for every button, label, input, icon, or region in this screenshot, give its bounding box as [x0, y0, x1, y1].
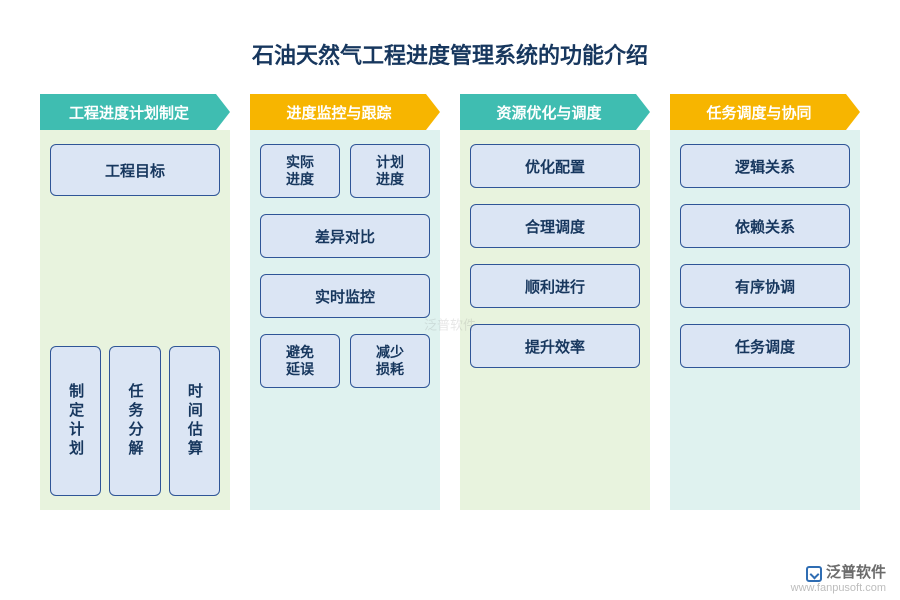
- watermark: 泛普软件 www.fanpusoft.com: [791, 565, 886, 594]
- column-header-arrow: 工程进度计划制定: [40, 94, 230, 130]
- feature-box: 有序协调: [680, 264, 850, 308]
- page-title: 石油天然气工程进度管理系统的功能介绍: [0, 0, 900, 94]
- column-panel: 逻辑关系依赖关系有序协调任务调度: [670, 130, 860, 510]
- column-col2: 进度监控与跟踪实际进度计划进度差异对比实时监控避免延误减少损耗: [250, 94, 440, 510]
- spacer: [50, 212, 220, 330]
- feature-box: 逻辑关系: [680, 144, 850, 188]
- feature-box: 差异对比: [260, 214, 430, 258]
- row-split: 避免延误减少损耗: [260, 334, 430, 388]
- feature-box: 合理调度: [470, 204, 640, 248]
- feature-box: 任务分解: [109, 346, 160, 496]
- column-header-label: 进度监控与跟踪: [286, 102, 391, 123]
- column-header-label: 资源优化与调度: [496, 102, 601, 123]
- feature-box: 实际进度: [260, 144, 340, 198]
- feature-box: 提升效率: [470, 324, 640, 368]
- row-triple: 制定计划任务分解时间估算: [50, 346, 220, 496]
- feature-box: 实时监控: [260, 274, 430, 318]
- watermark-brand-text: 泛普软件: [826, 565, 886, 582]
- feature-box: 避免延误: [260, 334, 340, 388]
- column-header-label: 任务调度与协同: [706, 102, 811, 123]
- column-panel: 实际进度计划进度差异对比实时监控避免延误减少损耗: [250, 130, 440, 510]
- column-col1: 工程进度计划制定工程目标制定计划任务分解时间估算: [40, 94, 230, 510]
- feature-box: 计划进度: [350, 144, 430, 198]
- feature-box: 工程目标: [50, 144, 220, 196]
- column-panel: 优化配置合理调度顺利进行提升效率: [460, 130, 650, 510]
- watermark-brand: 泛普软件: [791, 565, 886, 582]
- feature-box: 依赖关系: [680, 204, 850, 248]
- title-text: 石油天然气工程进度管理系统的功能介绍: [252, 43, 648, 68]
- column-panel: 工程目标制定计划任务分解时间估算: [40, 130, 230, 510]
- column-col4: 任务调度与协同逻辑关系依赖关系有序协调任务调度: [670, 94, 860, 510]
- column-header-arrow: 任务调度与协同: [670, 94, 860, 130]
- feature-box: 制定计划: [50, 346, 101, 496]
- feature-box: 顺利进行: [470, 264, 640, 308]
- feature-box: 优化配置: [470, 144, 640, 188]
- column-header-label: 工程进度计划制定: [69, 102, 189, 123]
- columns-container: 工程进度计划制定工程目标制定计划任务分解时间估算进度监控与跟踪实际进度计划进度差…: [0, 94, 900, 510]
- column-header-arrow: 资源优化与调度: [460, 94, 650, 130]
- logo-icon: [806, 566, 822, 582]
- watermark-url: www.fanpusoft.com: [791, 582, 886, 594]
- feature-box: 任务调度: [680, 324, 850, 368]
- feature-box: 减少损耗: [350, 334, 430, 388]
- column-header-arrow: 进度监控与跟踪: [250, 94, 440, 130]
- feature-box: 时间估算: [169, 346, 220, 496]
- column-col3: 资源优化与调度优化配置合理调度顺利进行提升效率: [460, 94, 650, 510]
- row-split: 实际进度计划进度: [260, 144, 430, 198]
